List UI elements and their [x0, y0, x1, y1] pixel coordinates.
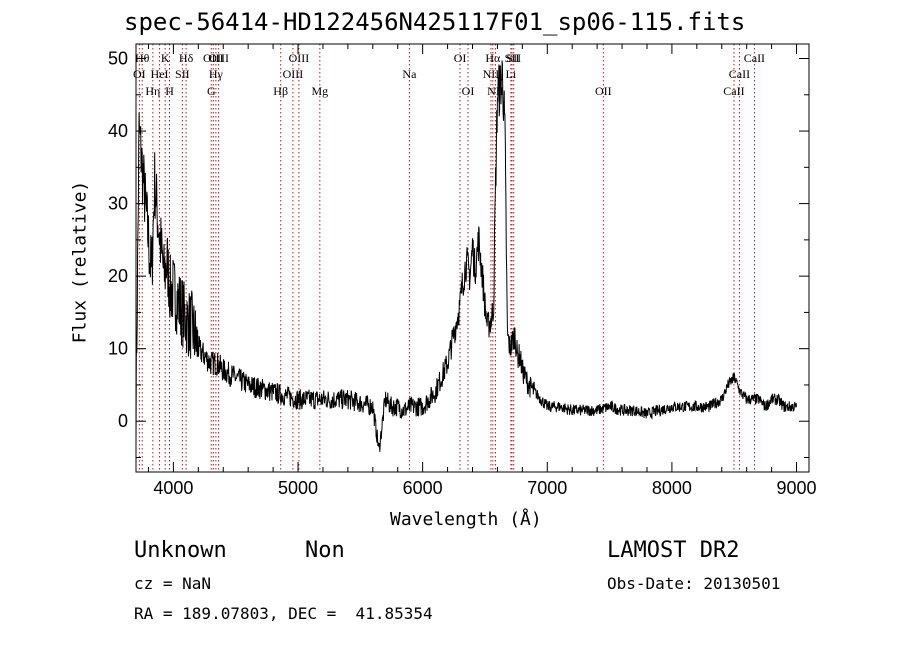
line-label-oi: OI: [133, 67, 146, 81]
line-label-mg: Mg: [311, 84, 328, 98]
sky-coordinates: RA = 189.07803, DEC = 41.85354: [134, 604, 433, 623]
line-label-nii: NII: [483, 67, 500, 81]
line-label-caii: CaII: [729, 67, 750, 81]
x-tick-label-6000: 6000: [403, 478, 443, 498]
line-label-caii: CaII: [723, 84, 744, 98]
y-tick-label-0: 0: [118, 411, 128, 431]
y-tick-label-40: 40: [108, 121, 128, 141]
x-tick-label-5000: 5000: [278, 478, 318, 498]
line-label-oi: OI: [462, 84, 475, 98]
object-subclass: Non: [305, 538, 345, 563]
line-label-oiii: OIII: [289, 51, 310, 65]
line-label-g: G: [207, 84, 216, 98]
line-label-k: K: [161, 51, 170, 65]
plot-frame: [135, 43, 810, 473]
line-label-na: Na: [402, 67, 417, 81]
line-label-oii: OII: [595, 84, 612, 98]
y-tick-label-30: 30: [108, 194, 128, 214]
line-label-h: H: [165, 84, 174, 98]
redshift-readout: cz = NaN: [134, 574, 212, 593]
y-tick-label-20: 20: [108, 266, 128, 286]
line-label-sii: SII: [506, 51, 521, 65]
x-tick-label-7000: 7000: [527, 478, 567, 498]
line-label-sii: SII: [505, 51, 520, 65]
y-tick-label-10: 10: [108, 339, 128, 359]
line-label-li: Li: [506, 67, 517, 81]
chart-title: spec-56414-HD122456N425117F01_sp06-115.f…: [124, 8, 746, 36]
object-class: Unknown: [134, 538, 227, 563]
x-tick-label-8000: 8000: [652, 478, 692, 498]
line-label-hδ: Hδ: [179, 51, 194, 65]
observation-date: Obs-Date: 20130501: [607, 574, 781, 593]
line-label-oiii: OIII: [283, 67, 304, 81]
spectrum-line: [136, 60, 797, 452]
x-axis-label: Wavelength (Å): [390, 509, 542, 530]
line-label-sii: SII: [175, 67, 190, 81]
line-label-oiii: OIII: [208, 51, 229, 65]
line-label-hei: HeI: [151, 67, 169, 81]
line-label-hη: Hη: [145, 84, 160, 98]
y-axis-label: Flux (relative): [69, 180, 91, 344]
line-label-hβ: Hβ: [273, 84, 288, 98]
y-tick-label-50: 50: [108, 49, 128, 69]
survey-name: LAMOST DR2: [607, 538, 740, 563]
line-label-caii: CaII: [744, 51, 765, 65]
x-tick-label-4000: 4000: [153, 478, 193, 498]
line-label-hα: Hα: [485, 51, 501, 65]
line-label-hγ: Hγ: [209, 67, 224, 81]
line-label-hθ: Hθ: [135, 51, 150, 65]
x-tick-label-9000: 9000: [777, 478, 817, 498]
line-label-oi: OI: [454, 51, 467, 65]
